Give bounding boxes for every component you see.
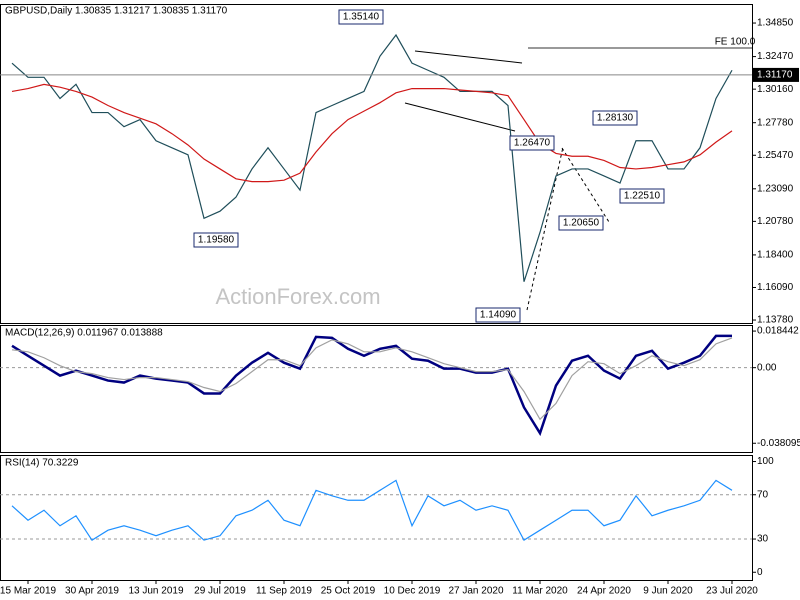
y-tick-label: 1.27780 [757,117,794,128]
y-tick-label: 0 [757,567,763,578]
rsi-panel [0,455,753,581]
y-tick-label: 1.20780 [757,216,794,227]
x-tick-label: 29 Jul 2019 [194,586,246,597]
y-tick-label: 1.34850 [757,18,794,29]
annotation: 1.22510 [624,191,661,202]
series-line [11,33,733,282]
annotation: FE 100.0 [715,37,756,48]
x-tick-label: 11 Mar 2020 [512,586,568,597]
annotation: 1.35140 [343,12,380,23]
annotation: 1.20650 [563,218,600,229]
annotation: 1.28130 [597,113,634,124]
channel-line [404,102,516,132]
y-tick-label: 100 [757,456,774,467]
series-line [11,337,733,421]
annotation-box [619,188,665,204]
y-tick-label: 1.30160 [757,84,794,95]
x-tick-label: 30 Apr 2019 [65,586,119,597]
watermark: ActionForex.com [215,284,380,309]
projection-line [526,146,564,311]
annotation-box [558,215,604,231]
channel-line [414,50,523,64]
annotation: 1.19580 [198,235,235,246]
x-tick-label: 13 Jun 2019 [128,586,183,597]
macd-title: MACD(12,26,9) 0.011967 0.013888 [5,328,163,339]
y-tick-label: -0.038095 [757,438,800,449]
x-tick-label: 15 Mar 2019 [0,586,57,597]
x-tick-label: 24 Apr 2020 [577,586,631,597]
x-tick-label: 23 Jul 2020 [706,586,758,597]
x-tick-label: 25 Oct 2019 [321,586,376,597]
series-line [11,83,733,183]
price-panel [0,4,753,324]
x-tick-label: 9 Jun 2020 [643,586,693,597]
annotation-box [592,110,638,126]
annotation-box [338,9,384,25]
y-tick-label: 30 [757,534,769,545]
chart-title: GBPUSD,Daily 1.30835 1.31217 1.30835 1.3… [5,6,228,17]
annotation-box [475,307,521,323]
price-tag [753,67,799,82]
y-tick-label: 1.23090 [757,183,794,194]
annotation-box [193,232,239,248]
y-tick-label: 70 [757,489,769,500]
projection-line [561,147,610,223]
y-tick-label: 1.25470 [757,150,794,161]
x-tick-label: 10 Dec 2019 [384,586,441,597]
annotation: 1.14090 [480,310,517,321]
y-tick-label: 0.018442 [757,326,799,337]
y-tick-label: 1.18400 [757,250,794,261]
x-tick-label: 27 Jan 2020 [448,586,503,597]
series-line [11,479,733,541]
price-tag-label: 1.31170 [757,70,793,81]
y-tick-label: 0.00 [757,362,777,373]
annotation: 1.26470 [514,138,551,149]
annotation-box [509,135,555,151]
y-tick-label: 1.16090 [757,282,794,293]
rsi-title: RSI(14) 70.3229 [5,458,79,469]
macd-panel [0,325,753,453]
y-tick-label: 1.13780 [757,315,794,326]
y-tick-label: 1.32470 [757,51,794,62]
x-tick-label: 11 Sep 2019 [256,586,312,597]
